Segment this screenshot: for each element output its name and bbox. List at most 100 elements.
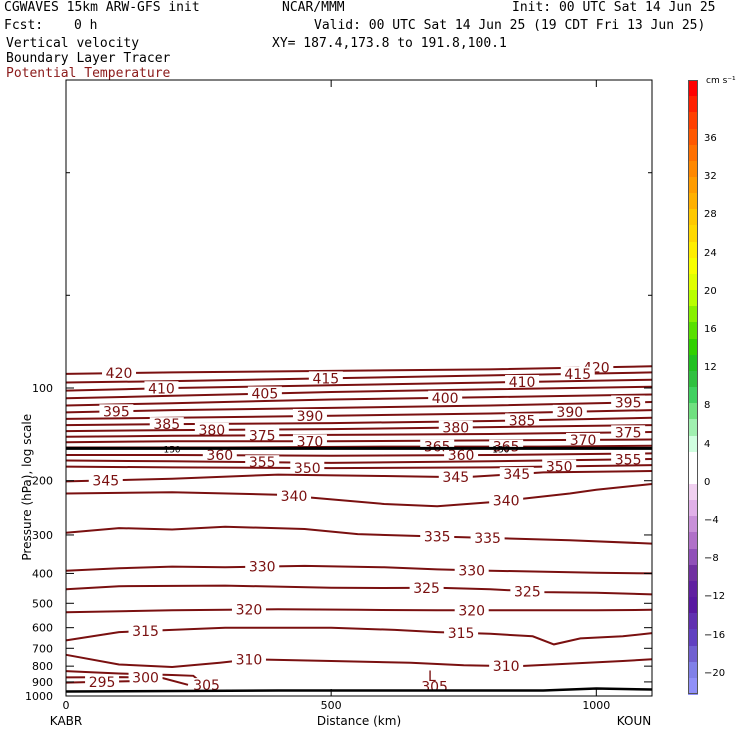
contour-420: 420 420 bbox=[65, 360, 653, 382]
contour-label-310: 310 bbox=[236, 653, 263, 669]
contour-label-bg bbox=[444, 625, 479, 640]
contour-label-370: 370 bbox=[570, 433, 597, 449]
contour-label-375: 375 bbox=[615, 425, 642, 441]
colorbar-swatch bbox=[688, 290, 698, 307]
contour-label-420: 420 bbox=[106, 366, 133, 382]
contour-label-bg bbox=[245, 428, 280, 443]
colorbar-tick-label: 4 bbox=[704, 438, 711, 450]
contour-label-395: 395 bbox=[103, 404, 130, 420]
x-tick-label: 0 bbox=[63, 699, 70, 712]
contour-295: 295 bbox=[65, 674, 130, 691]
contour-label-bg bbox=[292, 434, 327, 449]
colorbar-swatch bbox=[688, 597, 698, 614]
contour-label-bg bbox=[149, 417, 184, 432]
colorbar-swatch bbox=[688, 564, 698, 582]
colorbar-swatch bbox=[688, 128, 698, 146]
contour-350: 350 350 bbox=[65, 459, 653, 477]
contour-label-415: 415 bbox=[564, 367, 591, 383]
contour-label-bg bbox=[277, 489, 312, 504]
colorbar-tick-label: 32 bbox=[704, 171, 717, 183]
colorbar-swatch bbox=[688, 273, 698, 291]
colorbar-swatch bbox=[688, 193, 698, 210]
contour-label-bg bbox=[552, 404, 587, 419]
contour-line-400 bbox=[65, 393, 653, 407]
colorbar-swatch bbox=[688, 144, 698, 162]
colorbar-swatch bbox=[688, 435, 698, 453]
contour-label-bg bbox=[231, 602, 266, 617]
colorbar-outline bbox=[688, 80, 698, 694]
contour-label-410: 410 bbox=[509, 375, 536, 391]
contour-325: 325 325 bbox=[65, 580, 653, 600]
colorbar-swatch bbox=[688, 677, 698, 695]
contour-335: 335 335 bbox=[65, 525, 653, 547]
contour-label-345: 345 bbox=[503, 467, 530, 483]
field-potential-temperature: Potential Temperature bbox=[6, 66, 171, 81]
contour-label-bg bbox=[438, 470, 473, 485]
contour-label-bg bbox=[308, 371, 343, 386]
contour-410: 410 410 bbox=[65, 374, 653, 397]
colorbar-swatch bbox=[688, 306, 698, 323]
colorbar-swatch bbox=[688, 370, 698, 388]
y-tick-label: 300 bbox=[32, 529, 53, 542]
contour-label-bg bbox=[499, 467, 534, 482]
contour-label-bg bbox=[489, 439, 524, 454]
colorbar-units: cm s⁻¹ bbox=[706, 76, 736, 86]
contour-330: 330 330 bbox=[65, 559, 653, 579]
contour-415: 415 415 bbox=[65, 366, 653, 387]
contour-line-340 bbox=[65, 483, 653, 508]
x-tick-label: 500 bbox=[321, 699, 342, 712]
contour-label-335: 335 bbox=[424, 530, 451, 546]
contour-line-330 bbox=[65, 564, 653, 575]
contour-label-bg bbox=[444, 448, 479, 463]
contour-label-bg bbox=[454, 563, 489, 578]
contour-340: 340 340 bbox=[65, 483, 653, 510]
colorbar-swatch bbox=[688, 322, 698, 340]
colorbar-tick-label: 20 bbox=[704, 285, 717, 297]
colorbar-swatch bbox=[688, 387, 698, 404]
colorbar-tick-label: 28 bbox=[704, 209, 717, 221]
contour-label-335: 335 bbox=[474, 531, 501, 547]
y-tick-label: 400 bbox=[32, 567, 53, 580]
contour-315: 315 315 bbox=[65, 623, 653, 646]
fcst-label: Fcst: bbox=[4, 18, 44, 33]
y-tick-label: 600 bbox=[32, 622, 53, 635]
contour-label-bg bbox=[245, 455, 280, 470]
contour-label-bg bbox=[505, 413, 540, 428]
colorbar-tick-label: 12 bbox=[704, 362, 717, 374]
contour-label-330: 330 bbox=[249, 560, 276, 576]
colorbar-swatch bbox=[688, 338, 698, 356]
contour-label-315: 315 bbox=[448, 626, 475, 642]
contour-label-bg bbox=[611, 452, 646, 467]
y-axis-label: Pressure (hPa), log scale bbox=[20, 414, 34, 561]
contour-label-bg bbox=[505, 374, 540, 389]
contour-line-360 bbox=[66, 452, 653, 457]
fcst-value: 0 h bbox=[74, 18, 98, 33]
colorbar-tick-label: −4 bbox=[704, 515, 719, 526]
contour-label-380: 380 bbox=[442, 421, 469, 437]
contour-label-315: 315 bbox=[132, 624, 159, 640]
y-tick-label: 700 bbox=[32, 642, 53, 655]
contour-label-bg bbox=[438, 420, 473, 435]
colorbar-swatch bbox=[688, 80, 698, 97]
colorbar-swatch bbox=[688, 645, 698, 663]
y-tick-label: 900 bbox=[32, 676, 53, 689]
colorbar-swatch bbox=[688, 467, 698, 485]
colorbar-swatch bbox=[688, 225, 698, 243]
contour-label-390: 390 bbox=[297, 409, 324, 425]
org-label: NCAR/MMM bbox=[282, 0, 345, 15]
colorbar-swatch bbox=[688, 500, 698, 517]
contour-label-bg bbox=[566, 432, 601, 447]
colorbar-swatch bbox=[688, 257, 698, 275]
contour-label-bg bbox=[102, 366, 137, 381]
contour-label-bg bbox=[247, 386, 282, 401]
contour-label-300: 300 bbox=[132, 671, 159, 687]
contour-label-310: 310 bbox=[493, 659, 520, 675]
contour-label-bg bbox=[290, 460, 325, 475]
contour-label-415: 415 bbox=[312, 371, 339, 387]
y-tick-label: 800 bbox=[32, 660, 53, 673]
contour-label-340: 340 bbox=[281, 489, 308, 505]
tropopause-label: 150 bbox=[163, 445, 180, 455]
